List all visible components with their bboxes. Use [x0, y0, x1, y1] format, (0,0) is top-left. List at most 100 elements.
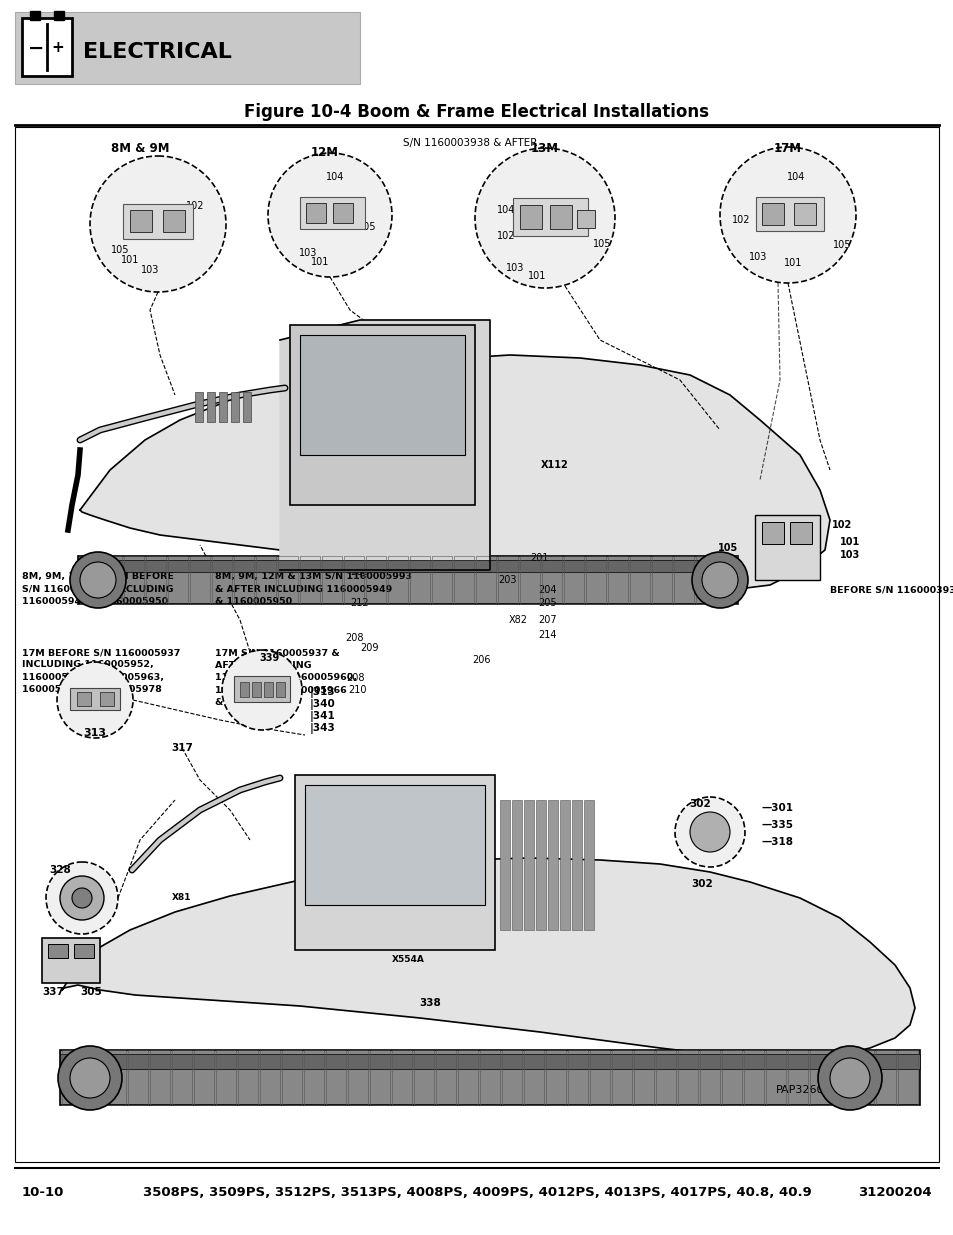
- Bar: [15, 127, 938, 1162]
- Bar: [22, 19, 71, 77]
- Bar: [306, 203, 326, 224]
- Bar: [212, 556, 232, 604]
- Bar: [168, 556, 188, 604]
- Text: 212: 212: [351, 598, 369, 608]
- Text: 207: 207: [538, 615, 557, 625]
- Polygon shape: [80, 354, 829, 590]
- Bar: [673, 556, 693, 604]
- Circle shape: [817, 1046, 882, 1110]
- Text: +: +: [51, 41, 64, 56]
- Circle shape: [269, 154, 391, 275]
- Bar: [282, 1050, 302, 1105]
- Text: 8M, 9M, 12M & 13M S/N 1160005993
& AFTER INCLUDING 1160005949
& 1160005950: 8M, 9M, 12M & 13M S/N 1160005993 & AFTER…: [214, 572, 412, 606]
- Text: 3: 3: [396, 513, 402, 522]
- Bar: [150, 1050, 170, 1105]
- Text: 17M BEFORE S/N 1160005937
INCLUDING 1160005952,
1160005960, 1160005963,
16000596: 17M BEFORE S/N 1160005937 INCLUDING 1160…: [22, 648, 180, 694]
- Text: 101: 101: [783, 258, 801, 268]
- Bar: [326, 1050, 346, 1105]
- Bar: [193, 1050, 213, 1105]
- Text: 103: 103: [840, 550, 860, 559]
- Bar: [275, 682, 285, 697]
- Text: 208: 208: [346, 673, 365, 683]
- Circle shape: [689, 811, 729, 852]
- Bar: [589, 1050, 609, 1105]
- Bar: [793, 203, 815, 225]
- Bar: [260, 1050, 280, 1105]
- Text: X81: X81: [172, 893, 192, 902]
- Bar: [163, 210, 185, 232]
- Circle shape: [71, 888, 91, 908]
- Bar: [60, 1050, 919, 1105]
- Text: 101: 101: [121, 254, 139, 266]
- Bar: [743, 1050, 763, 1105]
- Text: 105: 105: [593, 240, 611, 249]
- Text: |340: |340: [310, 699, 335, 710]
- Bar: [322, 556, 341, 604]
- Circle shape: [91, 157, 225, 291]
- Text: 208: 208: [351, 567, 369, 577]
- Bar: [519, 205, 541, 228]
- Text: 104: 104: [326, 172, 344, 182]
- Bar: [62, 1050, 82, 1105]
- Bar: [77, 692, 91, 706]
- Text: ELECTRICAL: ELECTRICAL: [83, 42, 232, 62]
- Bar: [370, 1050, 390, 1105]
- Bar: [696, 556, 716, 604]
- Bar: [15, 12, 359, 84]
- Text: 8M, 9M, 12M & 13M BEFORE
S/N 1160005993 EXCLUDING
1160005949 & 1160005950: 8M, 9M, 12M & 13M BEFORE S/N 1160005993 …: [22, 572, 173, 606]
- Bar: [629, 556, 649, 604]
- Text: 210: 210: [349, 685, 367, 695]
- Text: —301: —301: [761, 803, 793, 813]
- Text: 102: 102: [831, 520, 851, 530]
- Text: X82: X82: [508, 615, 527, 625]
- Text: 202: 202: [470, 555, 489, 564]
- Bar: [754, 515, 820, 580]
- Bar: [124, 556, 144, 604]
- Text: 302: 302: [690, 879, 712, 889]
- Text: |343: |343: [310, 724, 335, 735]
- Bar: [190, 556, 210, 604]
- Circle shape: [47, 863, 117, 932]
- Circle shape: [676, 798, 743, 866]
- Bar: [366, 556, 386, 604]
- Bar: [572, 800, 581, 930]
- Bar: [523, 1050, 543, 1105]
- Bar: [78, 559, 738, 572]
- Text: 12M: 12M: [311, 146, 338, 158]
- Bar: [42, 939, 100, 983]
- Circle shape: [58, 663, 132, 737]
- Text: 210: 210: [365, 553, 384, 563]
- Bar: [787, 1050, 807, 1105]
- Text: 103: 103: [298, 248, 316, 258]
- Bar: [48, 944, 68, 958]
- Text: PAP3260: PAP3260: [775, 1086, 823, 1095]
- Bar: [755, 198, 823, 231]
- Bar: [30, 11, 40, 20]
- Text: 3508PS, 3509PS, 3512PS, 3513PS, 4008PS, 4009PS, 4012PS, 4013PS, 4017PS, 40.8, 40: 3508PS, 3509PS, 3512PS, 3513PS, 4008PS, …: [143, 1186, 810, 1198]
- Text: 213: 213: [465, 540, 484, 550]
- Bar: [656, 1050, 676, 1105]
- Text: —318: —318: [761, 837, 793, 847]
- Text: BEFORE S/N 1160003938: BEFORE S/N 1160003938: [829, 585, 953, 594]
- Text: 105: 105: [832, 240, 851, 249]
- Bar: [237, 1050, 257, 1105]
- Bar: [700, 1050, 720, 1105]
- Bar: [523, 800, 534, 930]
- Bar: [299, 335, 464, 454]
- Bar: [519, 556, 539, 604]
- Bar: [809, 1050, 829, 1105]
- Bar: [454, 556, 474, 604]
- Bar: [678, 1050, 698, 1105]
- Text: 104: 104: [717, 585, 738, 595]
- Bar: [585, 556, 605, 604]
- Bar: [512, 800, 521, 930]
- Bar: [765, 1050, 785, 1105]
- Bar: [457, 1050, 477, 1105]
- Text: 8M & 9M: 8M & 9M: [111, 142, 169, 154]
- Bar: [541, 556, 561, 604]
- Text: 31200204: 31200204: [858, 1186, 931, 1198]
- Bar: [436, 1050, 456, 1105]
- Bar: [146, 556, 166, 604]
- Circle shape: [60, 876, 104, 920]
- Bar: [612, 1050, 631, 1105]
